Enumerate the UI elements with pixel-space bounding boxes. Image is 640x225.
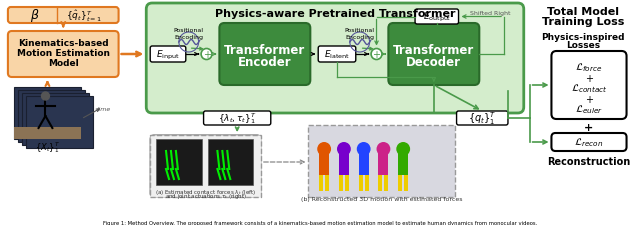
Text: Motion Estimation: Motion Estimation — [17, 49, 109, 58]
Bar — [365, 175, 369, 191]
Circle shape — [376, 142, 390, 156]
Text: Physics-inspired: Physics-inspired — [541, 33, 625, 42]
Text: Decoder: Decoder — [406, 55, 461, 68]
FancyBboxPatch shape — [415, 10, 458, 25]
Text: (b) Reconstructed 3D motion with estimated forces: (b) Reconstructed 3D motion with estimat… — [301, 197, 462, 202]
Text: Figure 1: Method Overview. The proposed framework consists of a kinematics-based: Figure 1: Method Overview. The proposed … — [103, 220, 537, 225]
Bar — [22, 94, 89, 145]
Bar — [319, 153, 329, 175]
FancyBboxPatch shape — [204, 112, 271, 126]
Bar — [398, 153, 408, 175]
Bar — [339, 175, 343, 191]
Bar — [404, 175, 408, 191]
Text: $\{\hat{q}_t\}_{t=1}^T$: $\{\hat{q}_t\}_{t=1}^T$ — [66, 8, 102, 23]
Circle shape — [42, 93, 49, 101]
Circle shape — [371, 49, 382, 60]
Text: Shifted Right: Shifted Right — [470, 11, 511, 16]
FancyBboxPatch shape — [8, 32, 118, 78]
Circle shape — [396, 142, 410, 156]
Text: Reconstruction: Reconstruction — [547, 156, 630, 166]
FancyBboxPatch shape — [318, 47, 356, 63]
Text: Encoder: Encoder — [238, 55, 292, 68]
Text: Model: Model — [48, 59, 79, 68]
Text: $E_{\rm input}$: $E_{\rm input}$ — [156, 48, 180, 61]
FancyBboxPatch shape — [552, 133, 627, 151]
Bar — [207, 139, 253, 185]
Circle shape — [201, 49, 212, 60]
FancyBboxPatch shape — [388, 24, 479, 86]
Text: Encoding: Encoding — [174, 34, 204, 39]
Text: $E_{\rm output}$: $E_{\rm output}$ — [422, 11, 451, 24]
Bar — [339, 153, 349, 175]
Text: Training Loss: Training Loss — [542, 17, 624, 27]
Text: $\mathcal{L}_{contact}$: $\mathcal{L}_{contact}$ — [571, 82, 607, 95]
Bar — [150, 135, 261, 197]
FancyBboxPatch shape — [552, 52, 627, 119]
Text: Total Model: Total Model — [547, 7, 619, 17]
Text: +: + — [584, 122, 594, 132]
Text: time: time — [97, 107, 111, 112]
Bar — [14, 88, 81, 139]
Bar — [26, 97, 93, 148]
Bar — [378, 153, 388, 175]
Bar — [359, 153, 369, 175]
Text: (a) Estimated contact forces $\lambda_t$ (left): (a) Estimated contact forces $\lambda_t$… — [155, 188, 256, 197]
Bar — [325, 175, 329, 191]
FancyBboxPatch shape — [8, 8, 118, 24]
FancyBboxPatch shape — [150, 47, 186, 63]
Circle shape — [317, 142, 331, 156]
Bar — [385, 175, 388, 191]
FancyBboxPatch shape — [220, 24, 310, 86]
Text: $\{q_t\}_1^T$: $\{q_t\}_1^T$ — [468, 110, 497, 127]
Text: Losses: Losses — [566, 41, 600, 50]
Circle shape — [337, 142, 351, 156]
Text: $\mathcal{L}_{euler}$: $\mathcal{L}_{euler}$ — [575, 103, 603, 116]
FancyBboxPatch shape — [150, 135, 261, 197]
Text: +: + — [585, 74, 593, 84]
Text: $\mathcal{L}_{force}$: $\mathcal{L}_{force}$ — [575, 61, 603, 74]
FancyBboxPatch shape — [456, 112, 508, 126]
Text: Transformer: Transformer — [224, 43, 305, 56]
Bar — [378, 175, 383, 191]
Text: $E_{\rm latent}$: $E_{\rm latent}$ — [324, 49, 350, 61]
Bar — [18, 91, 85, 142]
Bar — [359, 175, 363, 191]
Text: and joint actuations $\tau_t$ (right): and joint actuations $\tau_t$ (right) — [164, 192, 246, 201]
Circle shape — [356, 142, 371, 156]
Text: Positional: Positional — [173, 28, 204, 33]
Bar — [345, 175, 349, 191]
Text: +: + — [372, 50, 381, 60]
Bar — [156, 139, 202, 185]
Text: $\beta$: $\beta$ — [30, 7, 40, 24]
Text: Positional: Positional — [345, 28, 375, 33]
Bar — [398, 175, 402, 191]
FancyBboxPatch shape — [147, 4, 524, 113]
Text: Transformer: Transformer — [393, 43, 474, 56]
Text: $\mathcal{L}_{recon}$: $\mathcal{L}_{recon}$ — [574, 136, 604, 149]
Text: $\{\lambda_t,\tau_t\}_1^T$: $\{\lambda_t,\tau_t\}_1^T$ — [218, 111, 257, 126]
Bar — [14, 127, 81, 139]
Bar — [319, 175, 323, 191]
Text: Encoding: Encoding — [345, 34, 374, 39]
Text: $\{X_t\}_1^T$: $\{X_t\}_1^T$ — [35, 140, 60, 155]
Text: Kinematics-based: Kinematics-based — [18, 39, 109, 48]
Bar — [308, 126, 454, 197]
Text: +: + — [202, 50, 211, 60]
Text: Physics-aware Pretrained Transformer: Physics-aware Pretrained Transformer — [215, 9, 455, 19]
Text: +: + — [585, 94, 593, 105]
